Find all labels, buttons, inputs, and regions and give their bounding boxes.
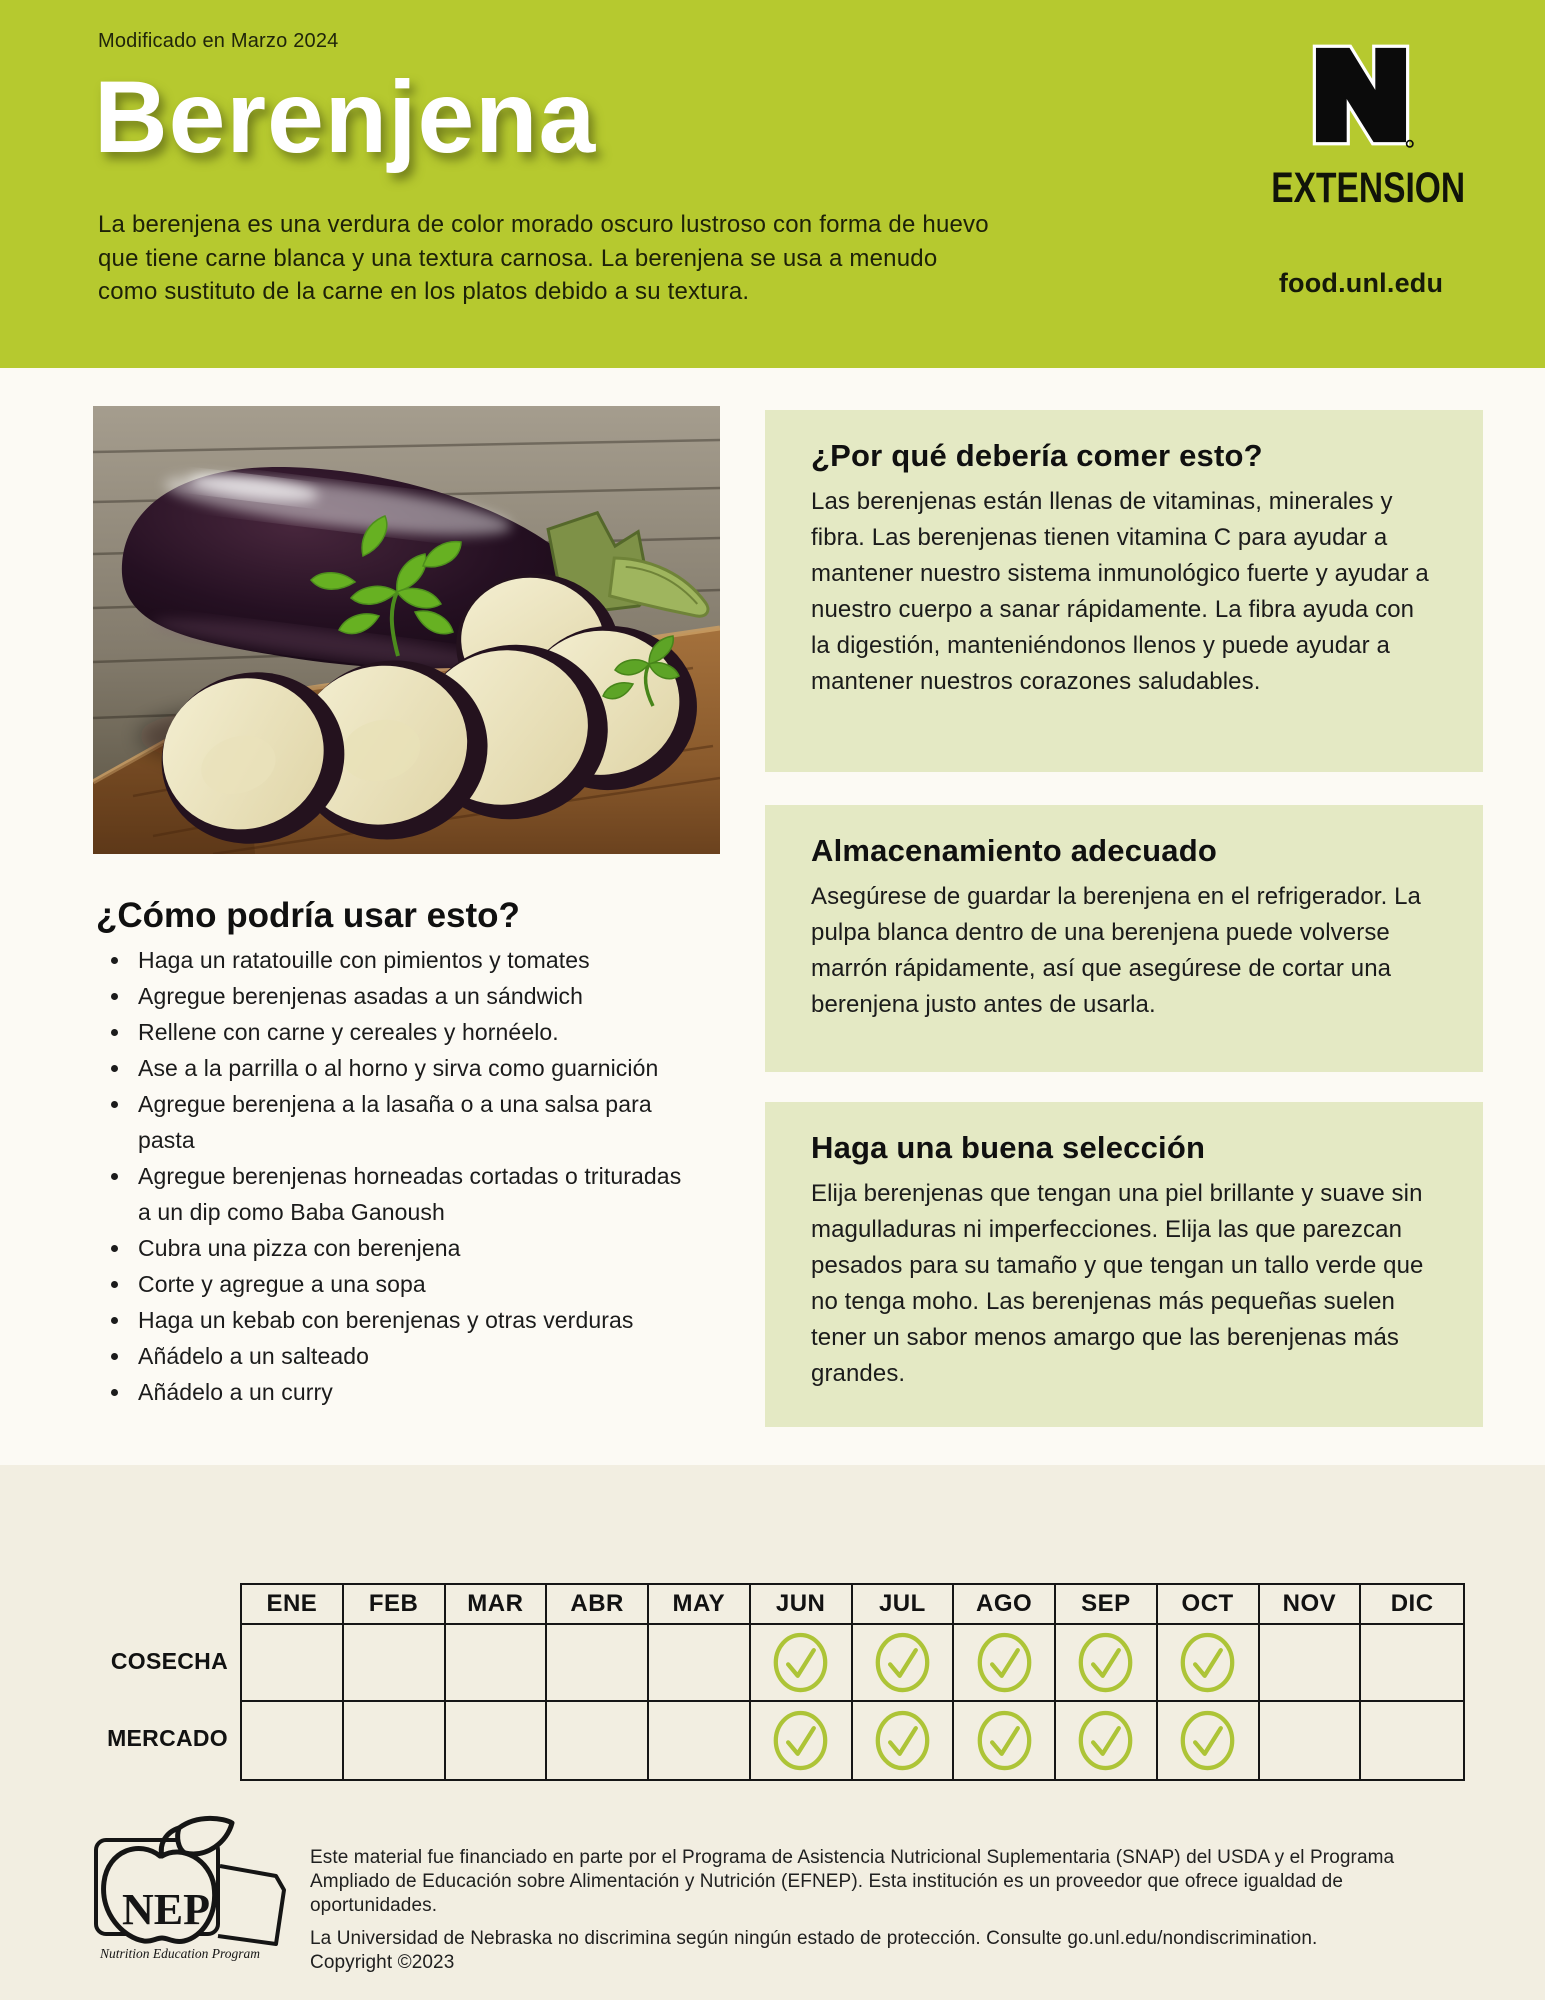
funding-statement: Este material fue financiado en parte po… [310, 1847, 1395, 1916]
availability-cell [1157, 1625, 1260, 1702]
why-eat-box: ¿Por qué debería comer esto? Las berenje… [765, 410, 1483, 772]
availability-cell [547, 1702, 649, 1779]
availability-cell [954, 1702, 1056, 1779]
check-icon [773, 1632, 828, 1693]
usage-list: Haga un ratatouille con pimientos y toma… [100, 942, 692, 1410]
storage-body: Asegúrese de guardar la berenjena en el … [811, 883, 1422, 1018]
svg-text:NEP: NEP [122, 1885, 210, 1934]
availability-cell [344, 1702, 446, 1779]
usage-item: Cubra una pizza con berenjena [132, 1230, 692, 1266]
month-header: JUN [750, 1585, 853, 1625]
usage-item: Haga un kebab con berenjenas y otras ver… [132, 1302, 692, 1338]
check-icon [773, 1710, 828, 1771]
svg-text:Nutrition Education Program: Nutrition Education Program [99, 1946, 260, 1961]
usage-item: Corte y agregue a una sopa [132, 1266, 692, 1302]
nep-logo-icon: NEP Nutrition Education Program [94, 1815, 286, 1961]
month-header: DIC [1361, 1585, 1463, 1625]
availability-cell [547, 1625, 649, 1702]
availability-cell [1259, 1625, 1362, 1702]
check-icon [875, 1632, 930, 1693]
month-header: ABR [547, 1585, 649, 1625]
check-icon [1180, 1632, 1235, 1693]
page-title: Berenjena [94, 60, 597, 174]
why-eat-body: Las berenjenas están llenas de vitaminas… [811, 488, 1429, 695]
usage-item: Agregue berenjenas horneadas cortadas o … [132, 1158, 692, 1230]
why-eat-heading: ¿Por qué debería comer esto? [811, 438, 1263, 473]
availability-cell [751, 1702, 853, 1779]
month-header: AGO [954, 1585, 1056, 1625]
usage-item: Haga un ratatouille con pimientos y toma… [132, 942, 692, 978]
availability-cell [445, 1625, 548, 1702]
row-label-mercado: MERCADO [107, 1725, 228, 1751]
usage-item: Rellene con carne y cereales y hornéelo. [132, 1014, 692, 1050]
check-icon [1180, 1710, 1235, 1771]
extension-wordmark: EXTENSION [1271, 164, 1466, 212]
modified-date: Modificado en Marzo 2024 [98, 30, 339, 52]
selection-box: Haga una buena selección Elija berenjena… [765, 1102, 1483, 1427]
check-icon [1079, 1710, 1133, 1771]
usage-item: Agregue berenjenas asadas a un sándwich [132, 978, 692, 1014]
intro-line: que tiene carne blanca y una textura car… [98, 244, 938, 272]
usage-item: Agregue berenjena a la lasaña o a una sa… [132, 1086, 692, 1158]
row-label-cosecha: COSECHA [110, 1648, 228, 1674]
availability-cell [853, 1702, 955, 1779]
availability-cell [1158, 1702, 1260, 1779]
availability-cell [446, 1702, 548, 1779]
month-header: JUL [852, 1585, 955, 1625]
usage-item: Añádelo a un curry [132, 1374, 692, 1410]
availability-cell [852, 1625, 955, 1702]
availability-cell [1361, 1702, 1463, 1779]
nebraska-n-logo-icon [1312, 44, 1414, 148]
storage-box: Almacenamiento adecuado Asegúrese de gua… [765, 805, 1483, 1072]
seasonal-section: ¿Cuál es la disponibilidad estacional de… [0, 1465, 1545, 2000]
availability-cell [954, 1625, 1056, 1702]
availability-cell [750, 1625, 853, 1702]
month-header: MAR [445, 1585, 548, 1625]
month-header: OCT [1157, 1585, 1260, 1625]
usage-item: Añádelo a un salteado [132, 1338, 692, 1374]
website-url: food.unl.edu [1278, 268, 1444, 298]
intro-line: como sustituto de la carne en los platos… [98, 278, 750, 305]
availability-cell [1056, 1702, 1158, 1779]
nondiscrimination-statement: La Universidad de Nebraska no discrimina… [310, 1928, 1318, 1973]
intro-paragraph: La berenjena es una verdura de color mor… [98, 208, 989, 309]
availability-cell [242, 1625, 344, 1702]
availability-cell [242, 1702, 344, 1779]
month-header: ENE [242, 1585, 344, 1625]
availability-table: ENE FEB MAR ABR MAY JUN JUL AGO SEP OCT … [240, 1583, 1465, 1781]
availability-cell [649, 1625, 751, 1702]
check-icon [977, 1710, 1031, 1771]
availability-cell [343, 1625, 446, 1702]
selection-heading: Haga una buena selección [811, 1130, 1206, 1165]
top-banner: Modificado en Marzo 2024 Berenjena La be… [0, 0, 1545, 368]
month-header: FEB [343, 1585, 446, 1625]
intro-line: La berenjena es una verdura de color mor… [98, 211, 989, 238]
eggplant-photo [93, 406, 720, 854]
availability-cell [1056, 1625, 1158, 1702]
usage-heading: ¿Cómo podría usar esto? [96, 896, 520, 935]
month-header: NOV [1259, 1585, 1362, 1625]
check-icon [977, 1632, 1031, 1693]
footer-text: Este material fue financiado en parte po… [310, 1846, 1400, 1984]
month-header: MAY [649, 1585, 751, 1625]
availability-cell [1361, 1625, 1463, 1702]
usage-item: Ase a la parrilla o al horno y sirva com… [132, 1050, 692, 1086]
selection-body: Elija berenjenas que tengan una piel bri… [811, 1180, 1424, 1387]
month-header: SEP [1056, 1585, 1158, 1625]
storage-heading: Almacenamiento adecuado [811, 833, 1217, 868]
check-icon [1079, 1632, 1133, 1693]
availability-cell [1260, 1702, 1362, 1779]
check-icon [875, 1710, 930, 1771]
availability-cell [649, 1702, 751, 1779]
